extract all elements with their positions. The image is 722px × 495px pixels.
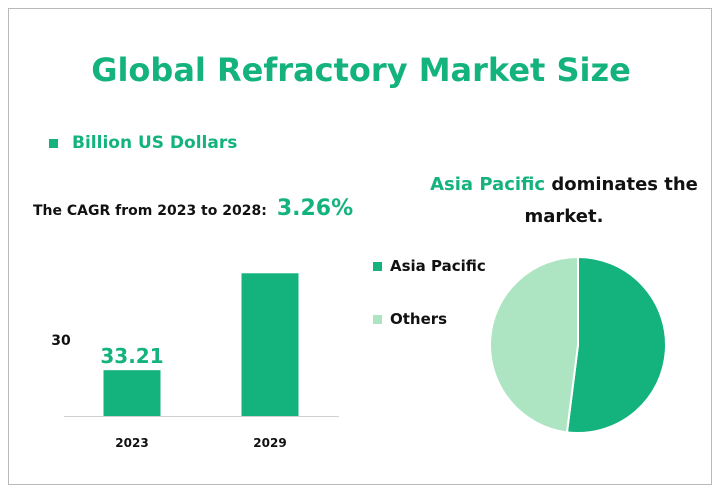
pie-heading-highlight: Asia Pacific xyxy=(430,174,546,195)
pie-heading: Asia Pacific dominates the market. xyxy=(419,169,709,233)
bar-2023 xyxy=(103,370,161,416)
pie-legend-label-others: Others xyxy=(390,310,448,328)
bar-legend-label: Billion US Dollars xyxy=(72,133,238,153)
x-tick-label: 2023 xyxy=(115,436,148,450)
cagr-note: The CAGR from 2023 to 2028: 3.26% xyxy=(33,196,353,221)
cagr-value: 3.26% xyxy=(276,196,354,221)
bar-legend-swatch xyxy=(49,138,58,148)
pie-legend-swatch-others xyxy=(373,314,382,324)
bar-chart: 30 2023 33.21 2029 xyxy=(51,273,339,450)
bar-data-label: 33.21 xyxy=(100,344,163,368)
bar-2029 xyxy=(241,273,299,416)
pie-heading-rest: dominates the market. xyxy=(524,174,698,227)
pie-slice-asia-pacific xyxy=(565,255,667,434)
chart-frame: Global Refractory Market Size Billion US… xyxy=(8,8,712,485)
bar-legend: Billion US Dollars xyxy=(49,133,237,153)
pie-chart xyxy=(489,255,667,434)
pie-legend-item-others: Others xyxy=(373,310,447,328)
x-tick-label: 2029 xyxy=(253,436,286,450)
pie-legend-item-asia-pacific: Asia Pacific xyxy=(373,257,486,275)
cagr-label: The CAGR from 2023 to 2028: xyxy=(33,203,267,219)
chart-title: Global Refractory Market Size xyxy=(91,51,631,89)
pie-legend-swatch-asia-pacific xyxy=(373,261,382,271)
y-axis-label: 30 xyxy=(51,333,71,349)
pie-slice-others xyxy=(489,255,579,434)
pie-legend-label-asia-pacific: Asia Pacific xyxy=(390,257,486,275)
